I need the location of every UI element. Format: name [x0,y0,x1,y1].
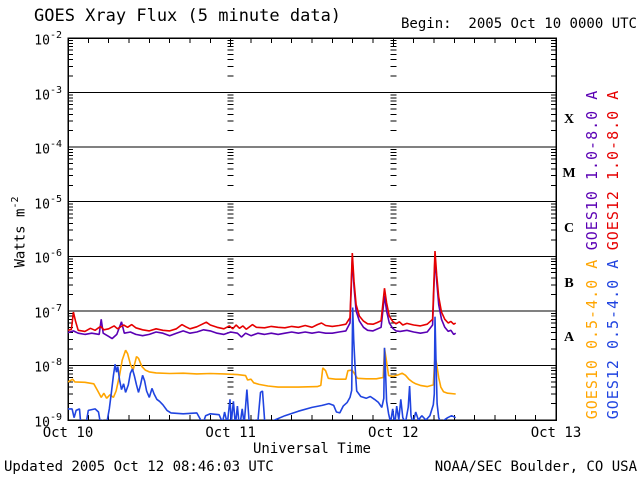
y-axis-title: Watts m-2 [8,162,29,302]
page-title: GOES Xray Flux (5 minute data) [34,6,342,26]
legend-goes12-1.0-8.0-: GOES12 1.0-8.0 A [604,89,622,251]
flux-curves [68,250,457,420]
plot-border [67,37,557,421]
y-tick-label-10e-4: 10-4 [34,139,62,158]
legend-goes10-0.5-4.0-: GOES10 0.5-4.0 A [583,258,601,420]
curve-goes12-short [68,307,457,420]
legend-goes12-0.5-4.0-: GOES12 0.5-4.0 A [604,258,622,420]
x-tick-label-oct-10: Oct 10 [42,425,94,441]
x-axis-title: Universal Time [252,441,371,457]
begin-timestamp: Begin: 2005 Oct 10 0000 UTC [400,16,637,32]
legend-goes10-1.0-8.0-: GOES10 1.0-8.0 A [583,89,601,251]
updated-timestamp: Updated 2005 Oct 12 08:46:03 UTC [4,459,274,475]
y-tick-label-10e-5: 10-5 [34,193,62,213]
y-tick-label-10e-3: 10-3 [34,84,62,103]
flare-class-b: B [564,275,574,291]
source-credit: NOAA/SEC Boulder, CO USA [434,459,637,475]
flare-class-a: A [563,330,575,346]
curve-goes12-long [68,250,457,333]
x-tick-label-oct-11: Oct 11 [205,425,256,441]
curve-goes10-long [68,256,457,340]
y-axis-title-exponent: -2 [10,196,21,209]
y-tick-label-10e-9: 10-9 [34,412,62,431]
y-tick-label-10e-8: 10-8 [34,357,62,376]
y-tick-label-10e-7: 10-7 [34,302,62,322]
x-tick-label-oct-13: Oct 13 [530,425,582,441]
y-tick-label-10e-6: 10-6 [34,248,62,267]
x-tick-label-oct-12: Oct 12 [368,425,419,441]
grid-and-ticks [68,38,556,420]
y-tick-label-10e-2: 10-2 [34,30,62,49]
flare-class-m: M [562,166,576,182]
flare-class-c: C [563,221,575,236]
flare-class-x: X [563,111,575,127]
